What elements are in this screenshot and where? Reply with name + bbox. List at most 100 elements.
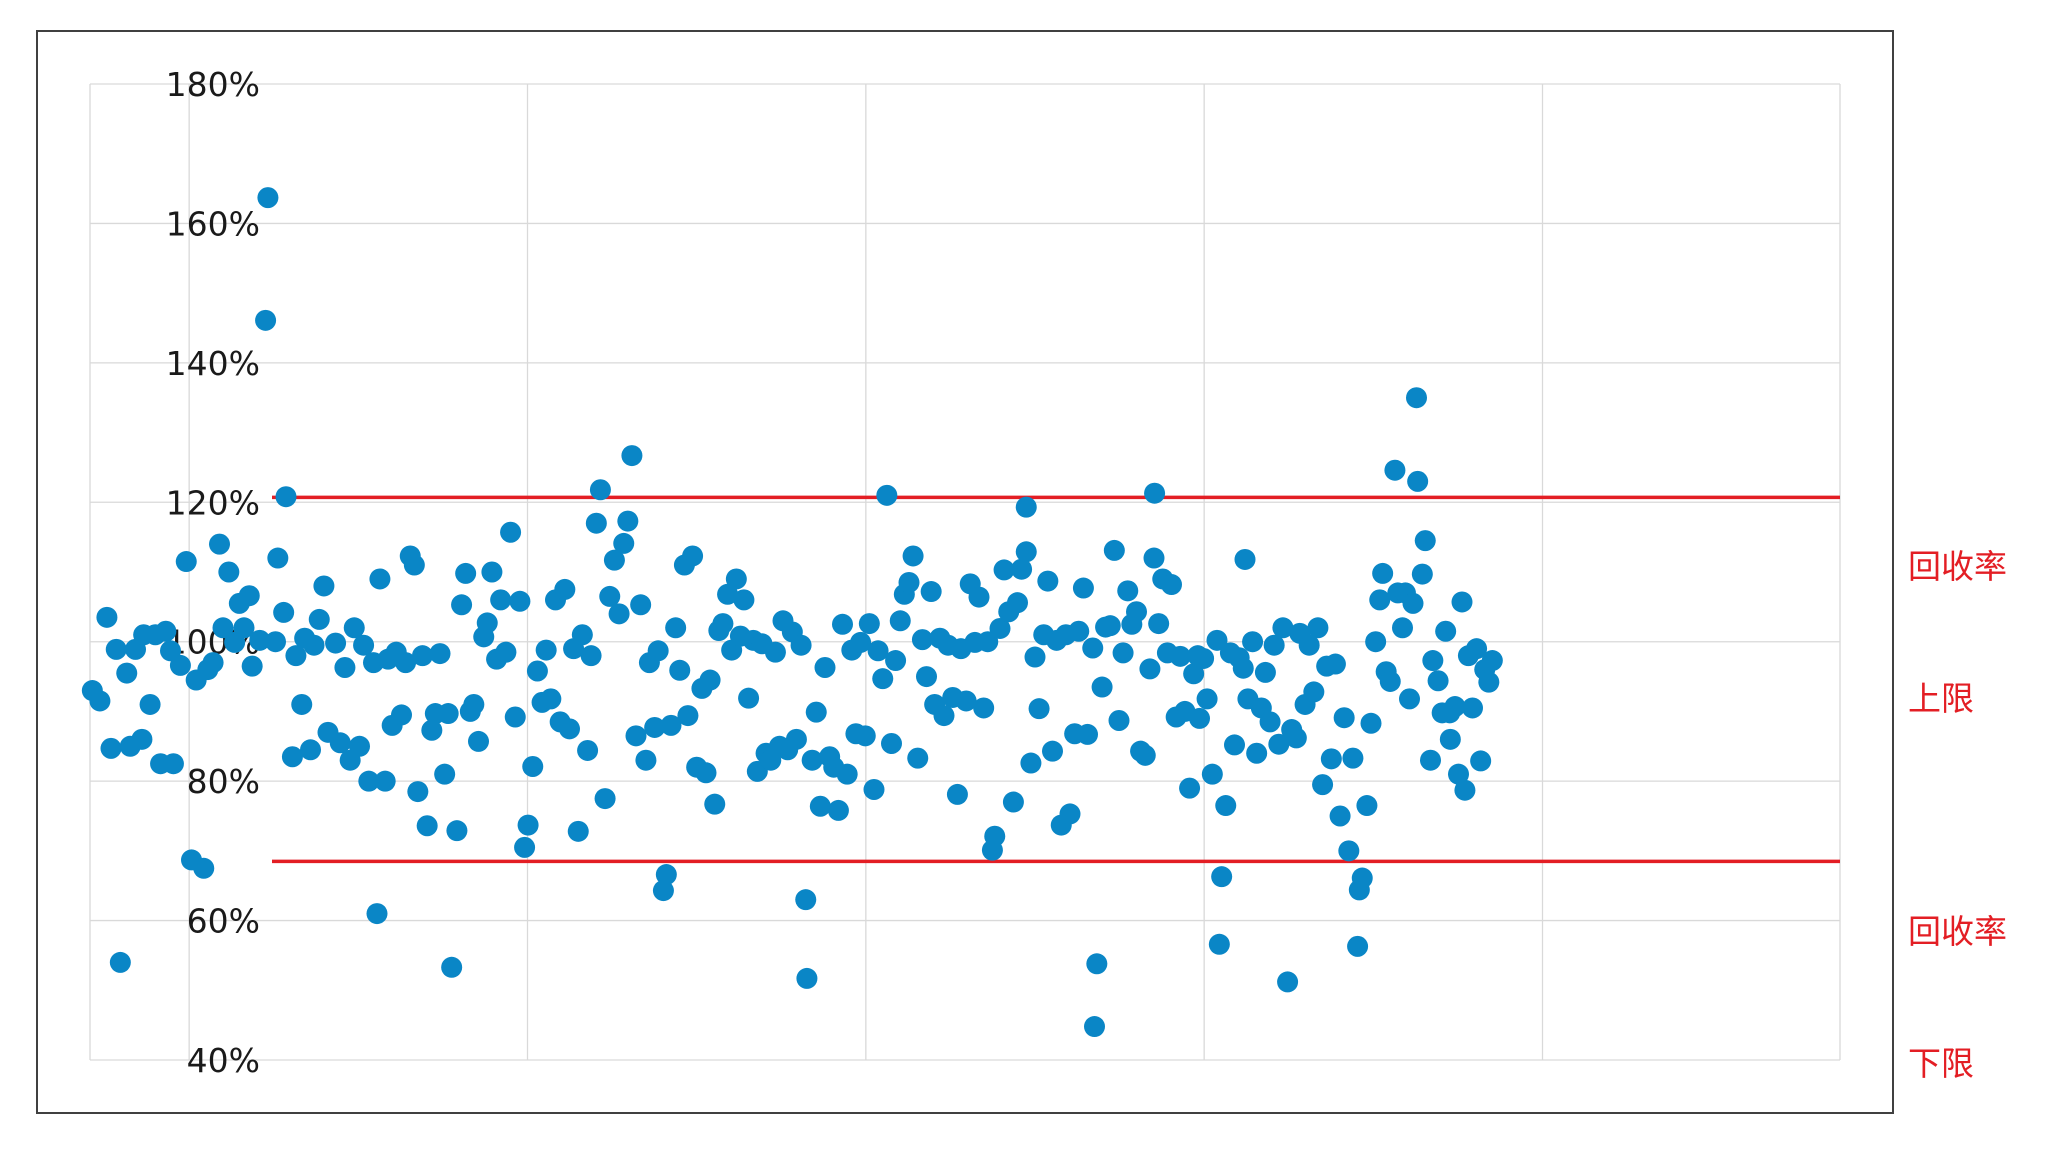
data-point — [509, 590, 531, 612]
data-point — [265, 631, 286, 653]
data-point — [1307, 617, 1329, 639]
data-point — [1169, 645, 1191, 667]
lower-limit-label: 回收率 下限 — [1908, 822, 2007, 1174]
data-point — [635, 749, 657, 771]
data-point — [1224, 734, 1245, 756]
data-point — [717, 583, 739, 605]
data-point — [353, 634, 375, 656]
data-point — [1254, 661, 1276, 683]
data-point — [535, 639, 557, 661]
data-point — [916, 666, 937, 688]
data-point — [554, 578, 576, 600]
data-point — [989, 617, 1011, 639]
data-point — [1077, 723, 1098, 745]
data-point — [463, 693, 485, 715]
data-point — [790, 634, 812, 656]
data-point — [395, 652, 417, 674]
data-point — [898, 571, 920, 593]
data-point — [1285, 727, 1307, 749]
data-point — [429, 643, 451, 665]
data-point — [273, 601, 295, 623]
data-point — [89, 690, 111, 712]
data-point — [1234, 548, 1256, 570]
data-point — [682, 545, 704, 567]
data-point — [1402, 592, 1424, 614]
data-point — [973, 697, 995, 719]
data-point — [1196, 688, 1218, 710]
data-point — [1356, 795, 1378, 817]
data-point — [517, 814, 539, 836]
data-point — [1072, 577, 1094, 599]
data-point — [249, 629, 271, 651]
data-point — [131, 728, 153, 750]
upper-limit-label-line2: 上限 — [1908, 679, 1974, 718]
data-point — [193, 857, 215, 879]
data-point — [1246, 742, 1268, 764]
data-point — [955, 690, 977, 712]
data-point — [308, 608, 330, 630]
data-point — [1448, 763, 1469, 785]
data-point — [1324, 653, 1346, 675]
data-point — [1189, 707, 1210, 729]
data-point — [407, 781, 429, 803]
data-point — [349, 735, 370, 757]
data-point — [589, 479, 611, 501]
data-point — [1298, 634, 1320, 656]
data-point — [233, 617, 255, 639]
data-point — [1481, 650, 1503, 672]
data-point — [911, 629, 933, 651]
data-point — [1015, 496, 1037, 518]
data-point — [300, 739, 321, 761]
data-point — [1384, 459, 1406, 481]
data-point — [559, 718, 580, 740]
data-point — [490, 589, 512, 611]
data-point — [1312, 774, 1334, 796]
data-point — [434, 763, 456, 785]
data-point — [329, 732, 351, 754]
data-point — [1007, 592, 1028, 614]
data-point — [374, 770, 396, 792]
data-point — [267, 547, 289, 569]
data-point — [313, 575, 335, 597]
data-point — [500, 521, 522, 543]
data-point — [850, 631, 872, 653]
data-point — [836, 763, 858, 785]
data-point — [476, 612, 498, 634]
data-point — [1462, 697, 1483, 719]
scatter-chart: 40%60%80%100%120%140%160%180% — [81, 65, 1841, 1080]
data-point — [1365, 631, 1387, 653]
data-point — [876, 484, 898, 506]
data-point — [585, 512, 607, 534]
data-point — [303, 634, 325, 656]
data-point — [1091, 676, 1113, 698]
data-point — [1211, 866, 1233, 888]
data-point — [291, 693, 313, 715]
data-point — [100, 737, 122, 759]
data-point — [704, 793, 726, 815]
data-point — [827, 799, 849, 821]
data-point — [1338, 840, 1360, 862]
data-point — [169, 654, 191, 676]
data-point — [514, 836, 536, 858]
data-point — [695, 762, 717, 784]
data-point — [907, 747, 929, 769]
data-point — [1372, 562, 1394, 584]
data-point — [421, 719, 443, 741]
data-point — [202, 652, 224, 674]
data-point — [1478, 671, 1500, 693]
data-point — [617, 510, 639, 532]
data-point — [1466, 638, 1488, 660]
data-point — [1399, 688, 1420, 710]
data-point — [1360, 712, 1382, 734]
data-point — [1082, 637, 1104, 659]
data-point — [455, 562, 477, 584]
data-point — [1028, 698, 1050, 720]
data-point — [481, 561, 503, 583]
data-point — [1232, 657, 1254, 679]
data-point — [162, 753, 184, 775]
data-point — [665, 617, 687, 639]
data-point — [1020, 752, 1042, 774]
data-point — [647, 640, 669, 662]
data-point — [984, 825, 1006, 847]
data-point — [526, 660, 548, 682]
